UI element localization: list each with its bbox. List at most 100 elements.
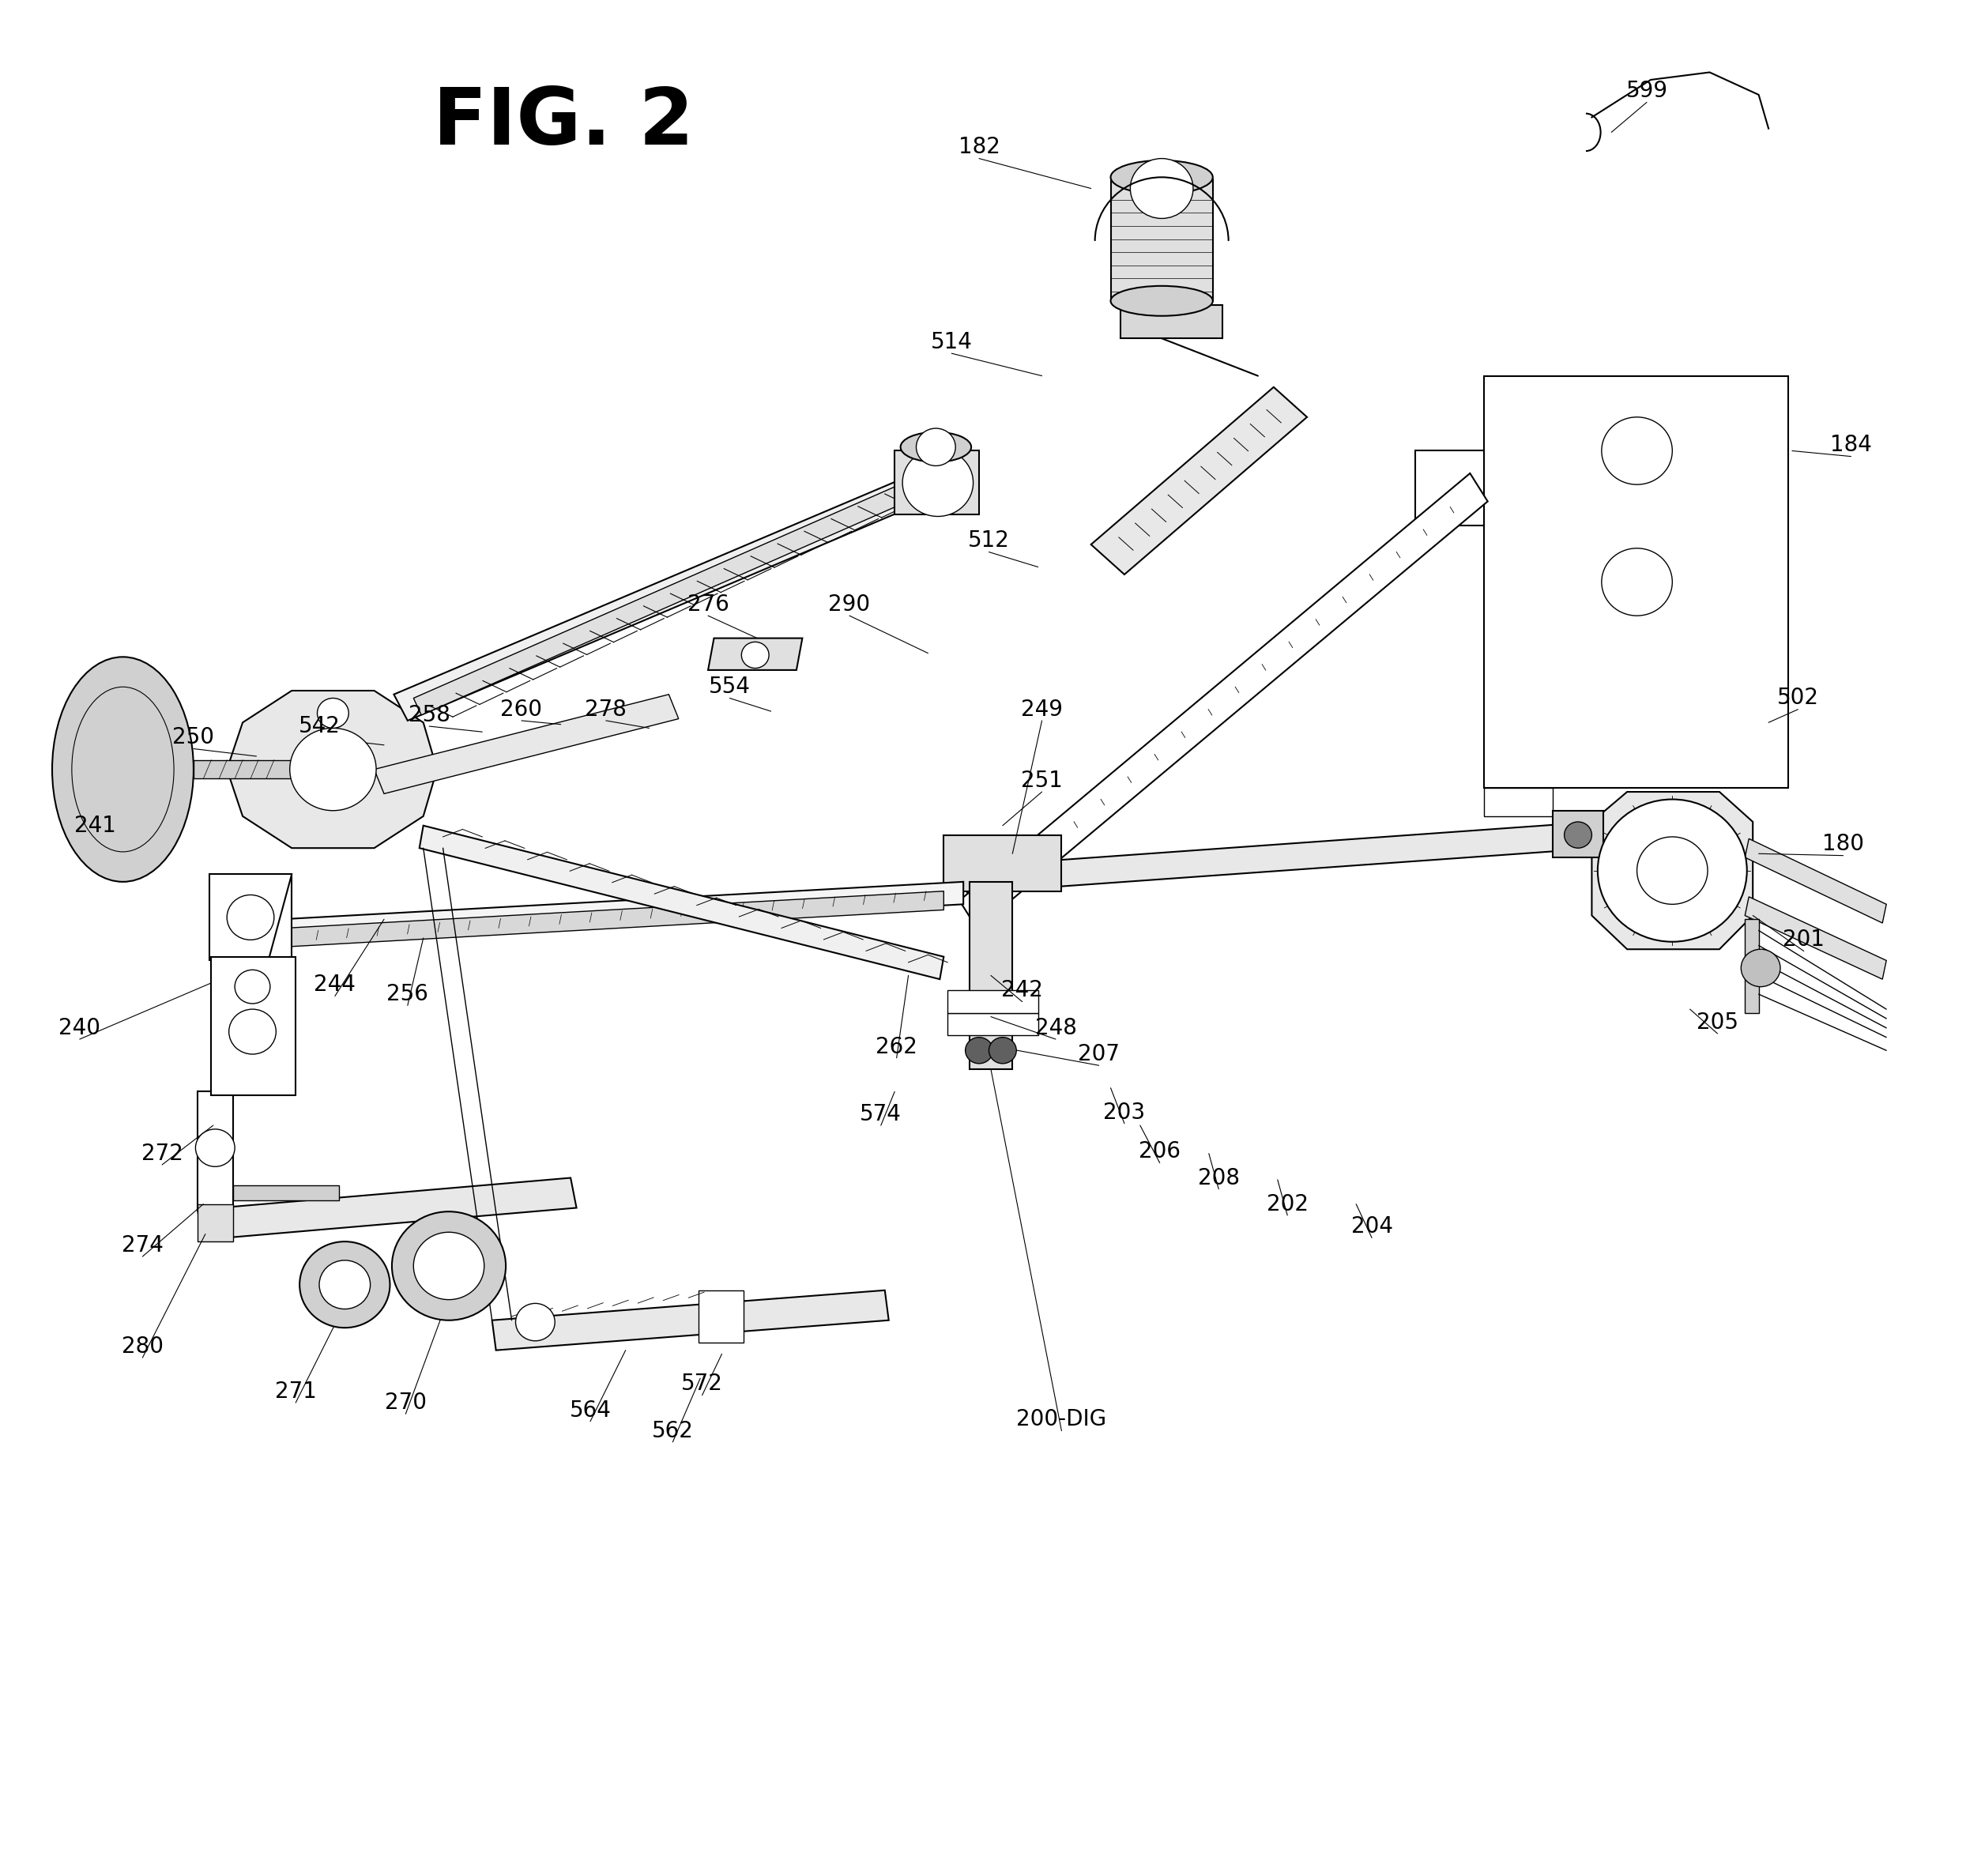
Polygon shape (197, 1092, 232, 1210)
Text: 258: 258 (409, 704, 450, 726)
Polygon shape (413, 480, 916, 715)
Polygon shape (197, 1178, 576, 1240)
Polygon shape (208, 874, 291, 961)
Text: 240: 240 (59, 1017, 100, 1039)
Polygon shape (895, 450, 979, 514)
Polygon shape (1592, 792, 1754, 949)
Text: 280: 280 (122, 1336, 163, 1358)
Circle shape (289, 728, 376, 810)
Text: 204: 204 (1351, 1216, 1392, 1238)
Circle shape (1598, 799, 1748, 942)
Ellipse shape (391, 1212, 505, 1321)
Text: 251: 251 (1020, 769, 1064, 792)
Text: FIG. 2: FIG. 2 (433, 84, 694, 161)
Polygon shape (1111, 178, 1213, 300)
Text: 514: 514 (930, 330, 973, 353)
Text: 599: 599 (1626, 81, 1667, 101)
Ellipse shape (1111, 285, 1213, 315)
Text: 205: 205 (1697, 1011, 1738, 1034)
Polygon shape (963, 822, 1600, 893)
Polygon shape (708, 638, 802, 670)
Circle shape (318, 1261, 370, 1309)
Text: 202: 202 (1266, 1193, 1307, 1216)
Text: 201: 201 (1783, 929, 1824, 951)
Circle shape (413, 1233, 484, 1300)
Circle shape (228, 1009, 275, 1054)
Polygon shape (948, 1013, 1038, 1036)
Ellipse shape (900, 431, 971, 461)
Text: 249: 249 (1020, 698, 1064, 720)
Text: 562: 562 (653, 1420, 694, 1443)
Text: 272: 272 (142, 1142, 183, 1165)
Polygon shape (212, 882, 963, 946)
Circle shape (226, 895, 273, 940)
Circle shape (741, 642, 769, 668)
Text: 242: 242 (1001, 979, 1044, 1002)
Circle shape (1742, 949, 1781, 987)
Circle shape (965, 1037, 993, 1064)
Polygon shape (492, 1291, 889, 1351)
Text: 274: 274 (122, 1234, 163, 1257)
Polygon shape (944, 835, 1062, 891)
Polygon shape (374, 694, 678, 794)
Circle shape (234, 970, 269, 1004)
Text: 270: 270 (385, 1392, 427, 1415)
Text: 241: 241 (75, 814, 116, 837)
Circle shape (1565, 822, 1592, 848)
Circle shape (902, 448, 973, 516)
Text: 512: 512 (967, 529, 1011, 552)
Text: 180: 180 (1822, 833, 1864, 855)
Ellipse shape (1111, 159, 1213, 193)
Text: 256: 256 (387, 983, 429, 1006)
Circle shape (317, 698, 348, 728)
Circle shape (515, 1304, 554, 1341)
Polygon shape (1553, 810, 1604, 857)
Polygon shape (1484, 375, 1789, 788)
Text: 184: 184 (1830, 433, 1872, 456)
Polygon shape (197, 1204, 232, 1242)
Circle shape (989, 1037, 1016, 1064)
Text: 276: 276 (688, 593, 729, 615)
Polygon shape (419, 825, 944, 979)
Circle shape (1130, 158, 1193, 218)
Text: 250: 250 (173, 726, 214, 749)
Polygon shape (1746, 919, 1760, 1013)
Polygon shape (210, 957, 295, 1096)
Polygon shape (1746, 897, 1885, 979)
Text: 200-DIG: 200-DIG (1016, 1409, 1107, 1431)
Text: 290: 290 (828, 593, 871, 615)
Text: 572: 572 (682, 1373, 723, 1396)
Text: 203: 203 (1103, 1101, 1146, 1124)
Text: 564: 564 (570, 1399, 611, 1422)
Text: 574: 574 (859, 1103, 902, 1126)
Polygon shape (1416, 450, 1484, 525)
Text: 271: 271 (275, 1381, 317, 1403)
Text: 542: 542 (299, 715, 340, 737)
Text: 554: 554 (710, 675, 751, 698)
Text: 262: 262 (875, 1036, 918, 1058)
Circle shape (1602, 416, 1673, 484)
Polygon shape (1484, 788, 1553, 816)
Circle shape (916, 428, 955, 465)
Polygon shape (193, 760, 295, 779)
Polygon shape (232, 1186, 338, 1201)
Ellipse shape (53, 657, 193, 882)
Polygon shape (393, 469, 938, 720)
Text: 208: 208 (1197, 1167, 1241, 1189)
Polygon shape (948, 991, 1038, 1013)
Text: 244: 244 (315, 974, 356, 996)
Polygon shape (698, 1291, 743, 1343)
Circle shape (1638, 837, 1708, 904)
Polygon shape (1121, 304, 1223, 338)
Text: 206: 206 (1138, 1141, 1182, 1163)
Text: 278: 278 (586, 698, 627, 720)
Polygon shape (1091, 386, 1307, 574)
Polygon shape (1746, 839, 1885, 923)
Circle shape (1602, 548, 1673, 615)
Text: 207: 207 (1077, 1043, 1121, 1066)
Polygon shape (275, 891, 944, 947)
Text: 248: 248 (1034, 1017, 1077, 1039)
Text: 260: 260 (501, 698, 543, 720)
Polygon shape (959, 473, 1488, 929)
Text: 502: 502 (1777, 687, 1819, 709)
